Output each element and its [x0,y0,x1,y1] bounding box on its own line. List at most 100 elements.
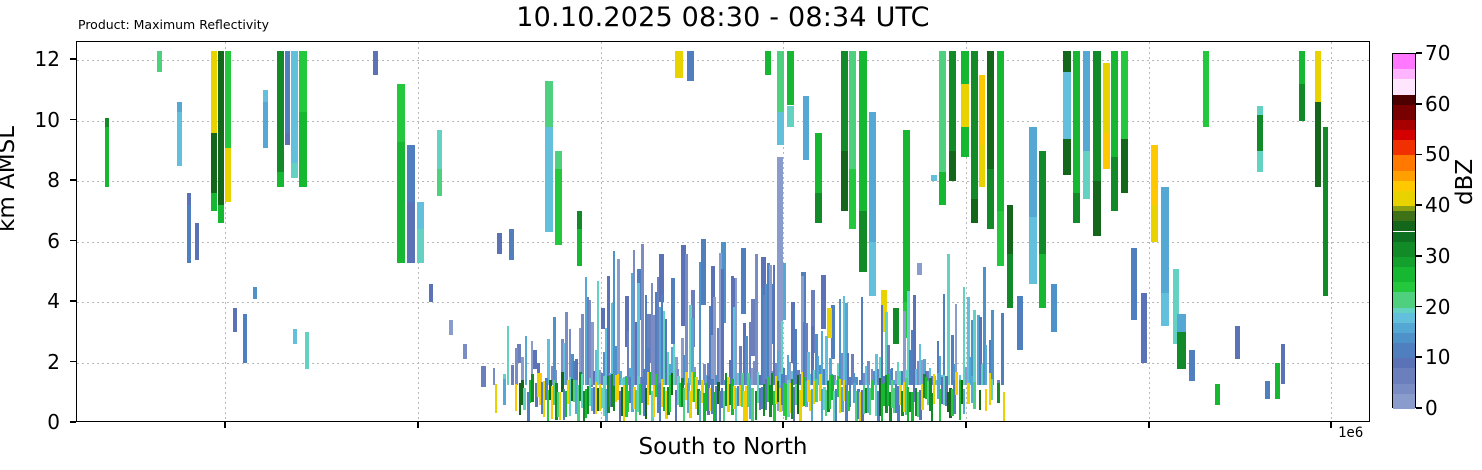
echo-cell [585,389,587,419]
y-tick-mark [70,421,76,423]
echo-cell [955,304,957,386]
echo-cell [743,323,746,386]
echo-cell [931,392,933,421]
echo-cell [633,387,636,409]
echo-cell [887,373,889,406]
echo-cell [1315,51,1321,103]
echo-cell [693,371,696,403]
echo-cell [841,352,843,386]
echo-cell [683,387,685,421]
echo-cell [797,374,799,415]
echo-cell [603,352,606,386]
x-tick-mark [224,422,226,428]
echo-cell [615,345,618,386]
echo-cell [607,276,610,386]
echo-cell [225,147,231,203]
echo-cell [825,389,827,416]
echo-cell [947,253,950,386]
echo-cell [587,385,589,414]
echo-cell [645,295,647,386]
echo-cell [971,319,973,386]
echo-cell [557,392,559,417]
echo-cell [921,359,924,386]
echo-cell [291,51,298,163]
colorbar-band [1393,79,1415,95]
plot-area[interactable] [76,41,1370,422]
echo-cell [707,363,709,386]
echo-cell [669,364,671,386]
echo-cell [1265,380,1270,399]
echo-cell [517,344,521,363]
echo-cell [1177,314,1186,333]
echo-cell [959,380,961,420]
colorbar-band [1393,231,1415,242]
echo-cell [809,389,811,412]
echo-cell [105,117,109,127]
echo-cell [299,51,307,112]
echo-cell [735,278,737,386]
echo-cell [839,379,841,414]
echo-cell [691,317,694,386]
echo-cell [605,389,608,421]
echo-cell [631,374,634,412]
echo-cell [635,389,637,421]
echo-cell [765,379,767,410]
echo-cell [939,172,946,206]
echo-cell [613,250,615,386]
echo-cell [845,384,848,421]
echo-cell [293,329,297,345]
echo-cell [711,379,714,415]
echo-cell [601,387,603,409]
echo-cell [897,361,899,386]
echo-cell [521,356,524,386]
echo-cell [859,392,861,421]
echo-cell [585,277,587,386]
gridline-vertical [1149,42,1150,421]
echo-cell [673,343,675,386]
echo-cell [865,388,867,413]
echo-cell [789,361,791,386]
colorbar-band [1393,241,1415,257]
gridline-horizontal [77,181,1369,183]
echo-cell [751,368,754,386]
echo-cell [811,389,813,421]
echo-cell [731,378,734,415]
echo-cell [681,378,684,408]
y-tick-label: 12 [34,47,60,72]
echo-cell [921,383,924,411]
echo-cell [1051,283,1057,333]
echo-cell [1001,313,1004,386]
echo-cell [1161,292,1169,327]
echo-cell [915,388,917,417]
echo-cell [233,308,237,333]
echo-cell [687,51,694,82]
echo-cell [621,387,624,416]
echo-cell [883,375,885,386]
echo-cell [893,379,896,386]
colorbar[interactable]: 0 10 20 30 40 50 60 70 [1392,41,1450,420]
echo-cell [881,289,887,333]
echo-cell [745,385,748,421]
echo-cell [683,354,686,386]
echo-cell [617,374,619,401]
echo-cell [943,375,945,405]
echo-cell [801,372,803,407]
echo-cell [397,84,405,263]
echo-cell [667,352,669,386]
echo-cell [907,387,909,421]
echo-cell [623,377,626,386]
echo-cell [855,376,858,386]
echo-cell [731,276,734,386]
echo-cell [1189,350,1195,381]
echo-cell [577,211,582,230]
echo-cell [523,388,526,411]
echo-cell [577,384,580,421]
echo-cell [853,382,856,404]
echo-cell [263,90,268,103]
echo-cell [1003,392,1005,421]
echo-cell [579,371,582,401]
echo-cell [211,132,217,194]
colorbar-band [1393,322,1415,333]
echo-cell [701,379,704,403]
